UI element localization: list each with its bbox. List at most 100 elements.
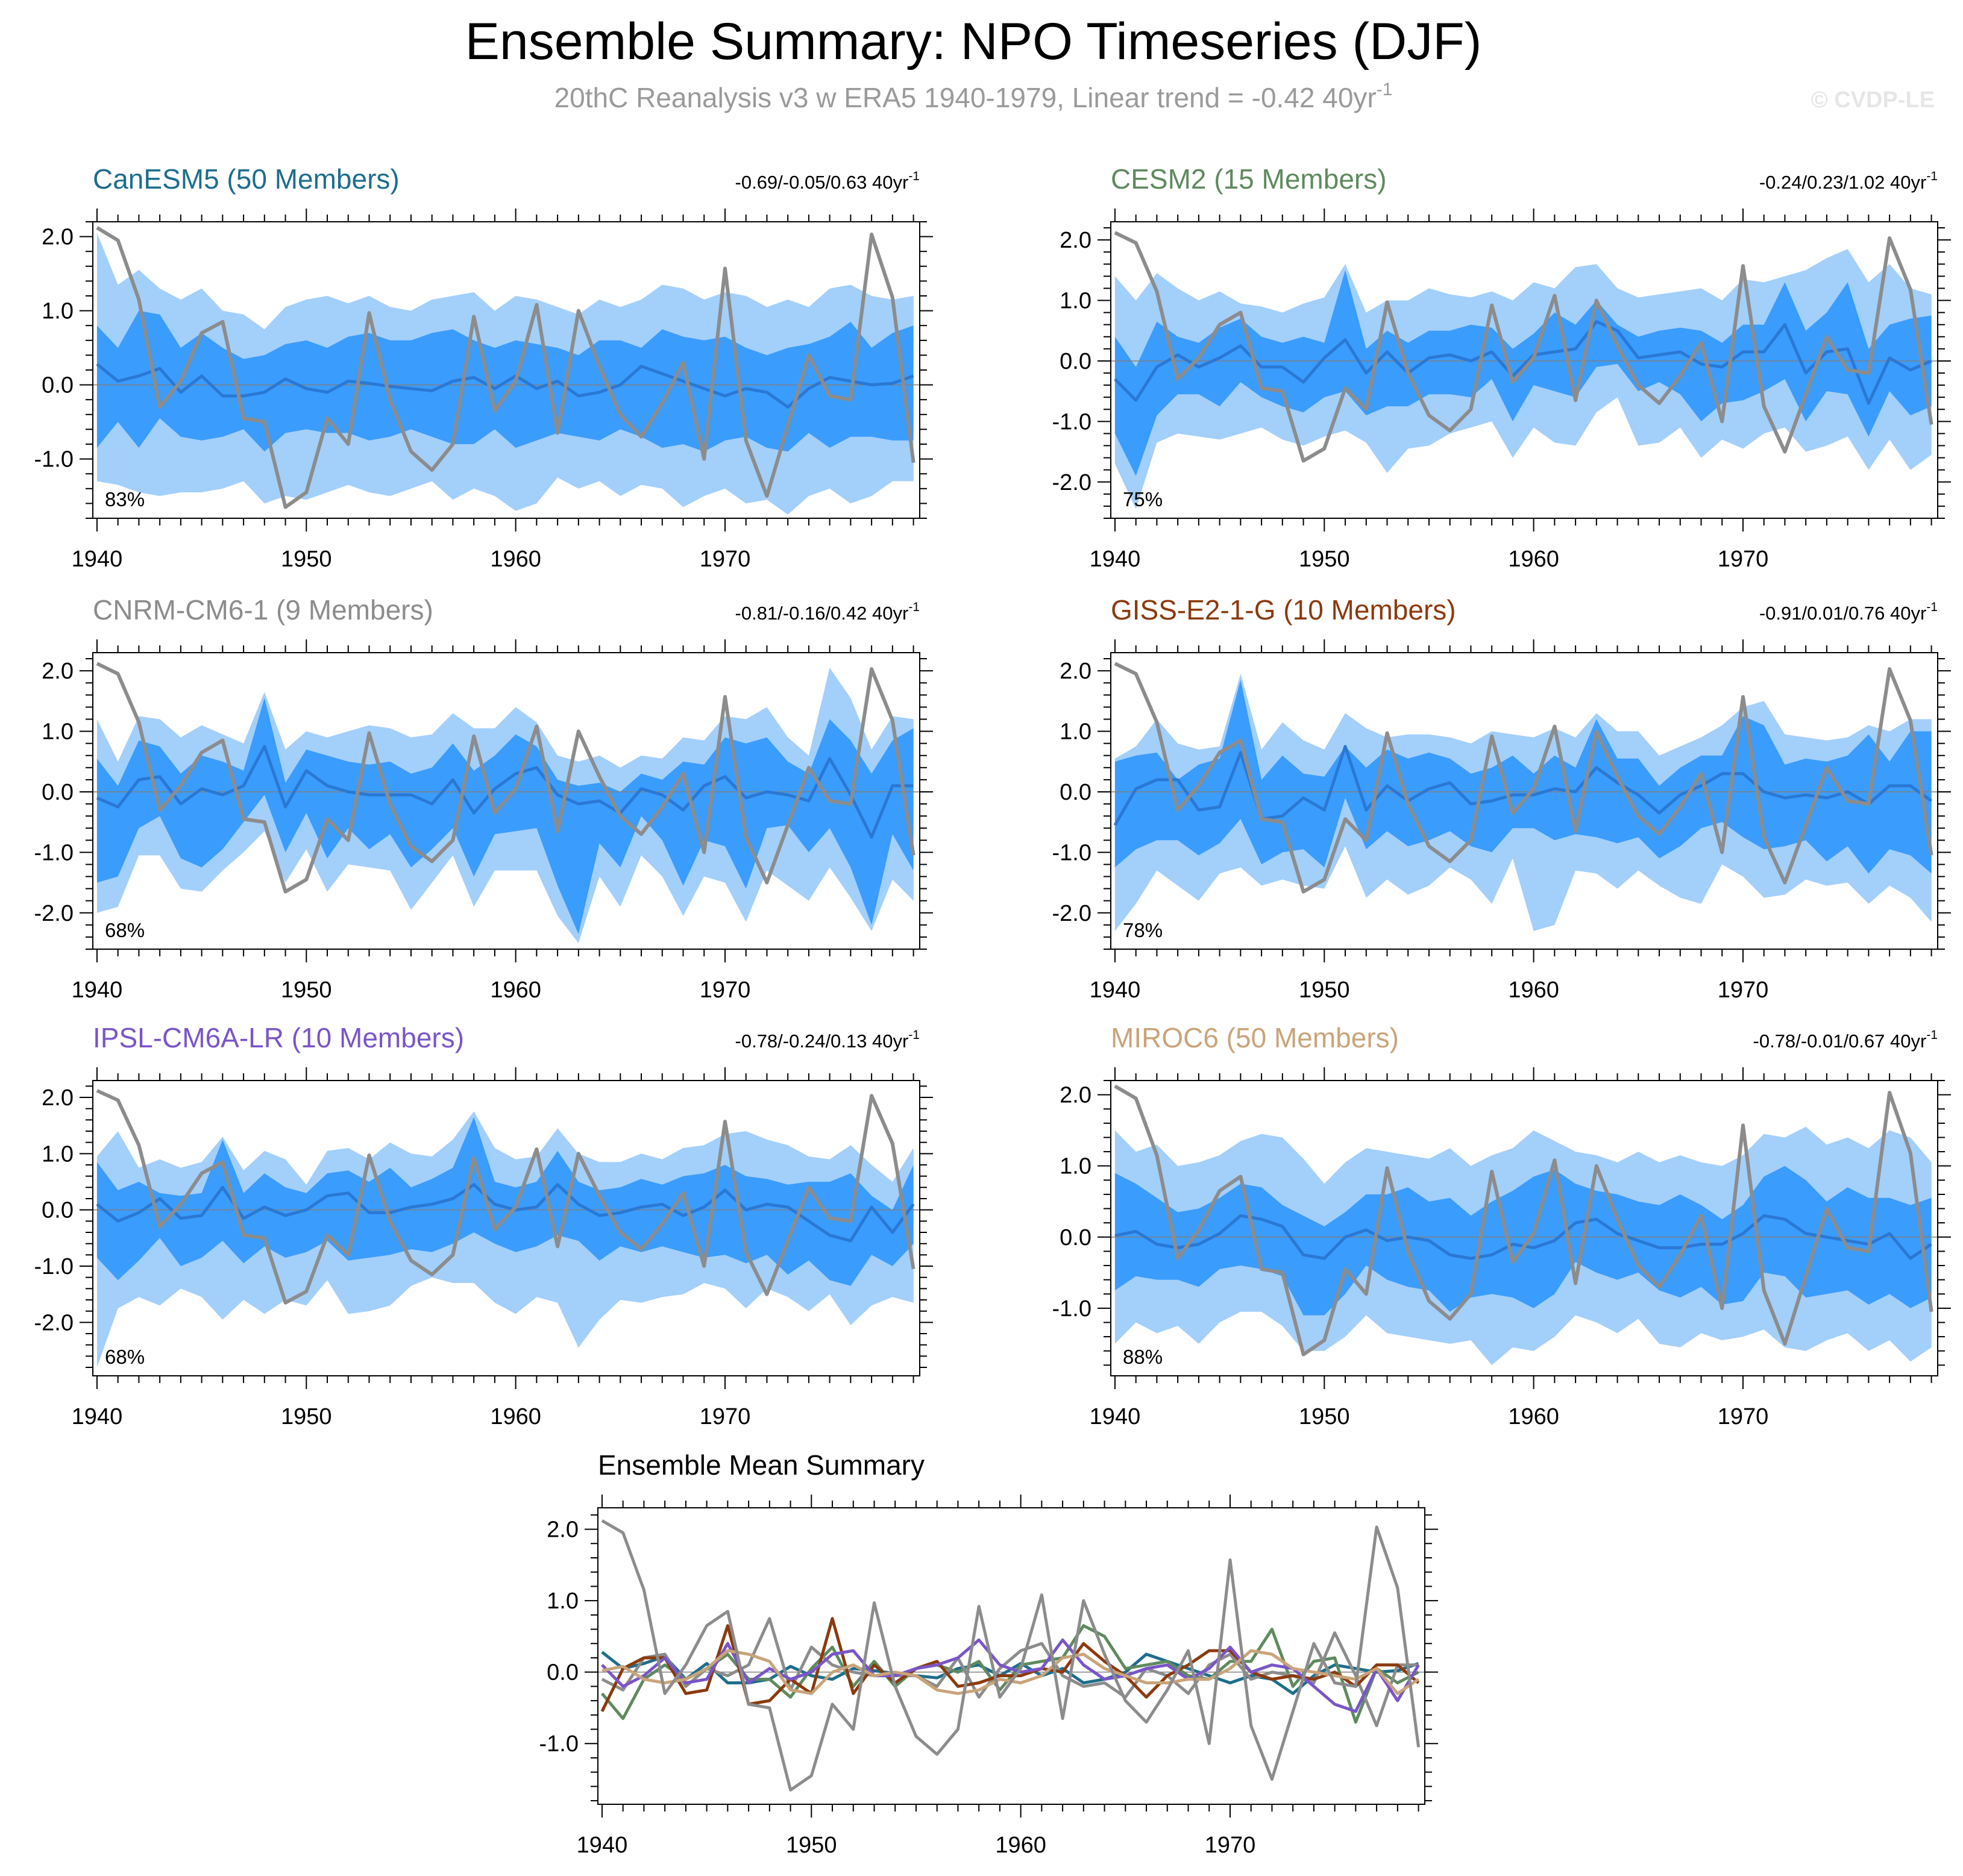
chart-canesm5: 1940 1950 1960 1970 -1.0 0.0 1.0 2.0 CanESM5 (50… bbox=[34, 163, 933, 572]
percent-label: 68% bbox=[105, 1346, 145, 1368]
page-subtitle: 20thC Reanalysis v3 w ERA5 1940-1979, Li… bbox=[554, 80, 1393, 113]
x-tick-label: 1940 bbox=[72, 1404, 123, 1429]
plot-area bbox=[93, 226, 920, 515]
trend-annotation: -0.81/-0.16/0.42 40yr-1 bbox=[735, 600, 920, 624]
x-tick-label: 1970 bbox=[700, 1404, 751, 1429]
observations-line bbox=[1114, 231, 1933, 463]
series-line-observations bbox=[601, 1519, 1421, 1792]
x-tick-label: 1960 bbox=[995, 1833, 1046, 1858]
x-tick-label: 1960 bbox=[490, 1404, 541, 1429]
panel-title: CESM2 (15 Members) bbox=[1111, 163, 1387, 195]
x-tick-label: 1970 bbox=[1718, 547, 1769, 572]
chart-cesm2: 1940 1950 1960 1970 -2.0 -1.0 0.0 1.0 2.0 CESM2 (… bbox=[1052, 163, 1951, 572]
x-tick-label: 1970 bbox=[1718, 1404, 1769, 1429]
trend-values: -0.81/-0.16/0.42 40yr bbox=[735, 603, 909, 624]
x-tick-label: 1950 bbox=[281, 547, 332, 572]
panel-title: IPSL-CM6A-LR (10 Members) bbox=[93, 1022, 464, 1053]
percent-label: 68% bbox=[105, 919, 145, 941]
trend-exponent: -1 bbox=[908, 600, 920, 614]
panel-title: GISS-E2-1-G (10 Members) bbox=[1111, 594, 1456, 626]
y-tick-label: 0.0 bbox=[42, 373, 74, 398]
y-tick-label: 0.0 bbox=[42, 780, 74, 805]
plot-area bbox=[93, 1089, 920, 1367]
x-tick-label: 1950 bbox=[1299, 547, 1350, 572]
y-tick-label: 1.0 bbox=[1060, 1154, 1091, 1179]
x-tick-label: 1940 bbox=[1090, 547, 1141, 572]
x-tick-label: 1940 bbox=[72, 977, 123, 1003]
trend-exponent: -1 bbox=[908, 1028, 920, 1042]
y-tick-label: -1.0 bbox=[34, 840, 74, 865]
trend-values: -0.78/-0.01/0.67 40yr bbox=[1753, 1031, 1927, 1052]
y-tick-label: 2.0 bbox=[42, 659, 74, 684]
chart-cnrm-cm6-1: 1940 1950 1960 1970 -2.0 -1.0 0.0 1.0 2.0 CNRM-CM… bbox=[34, 594, 933, 1003]
y-tick-label: 0.0 bbox=[42, 1198, 74, 1223]
page-title: Ensemble Summary: NPO Timeseries (DJF) bbox=[465, 13, 1482, 71]
panel-title: CNRM-CM6-1 (9 Members) bbox=[93, 594, 433, 626]
y-tick-label: 1.0 bbox=[547, 1589, 579, 1614]
y-tick-label: 1.0 bbox=[42, 1141, 74, 1167]
panel-title: Ensemble Mean Summary bbox=[598, 1449, 925, 1481]
plot-area bbox=[1111, 662, 1938, 931]
y-tick-label: -2.0 bbox=[34, 1310, 74, 1335]
percent-label: 78% bbox=[1123, 919, 1163, 941]
observations-line bbox=[96, 226, 916, 509]
y-tick-label: -2.0 bbox=[34, 901, 74, 926]
y-tick-label: 1.0 bbox=[1060, 289, 1091, 314]
panel-title: CanESM5 (50 Members) bbox=[93, 163, 400, 195]
y-tick-label: 0.0 bbox=[547, 1660, 579, 1686]
observations-line bbox=[96, 662, 916, 894]
y-tick-label: -1.0 bbox=[1052, 840, 1091, 865]
trend-annotation: -0.78/-0.01/0.67 40yr-1 bbox=[1753, 1028, 1938, 1052]
trend-values: -0.24/0.23/1.02 40yr bbox=[1759, 172, 1926, 193]
y-tick-label: -1.0 bbox=[34, 447, 74, 472]
y-tick-label: 0.0 bbox=[1060, 349, 1091, 374]
plot-area bbox=[1111, 1084, 1938, 1366]
y-tick-label: -2.0 bbox=[1052, 901, 1091, 926]
y-tick-label: -1.0 bbox=[539, 1731, 579, 1757]
y-tick-label: 1.0 bbox=[42, 299, 74, 324]
y-tick-label: 2.0 bbox=[42, 1085, 74, 1111]
y-tick-label: 1.0 bbox=[1060, 720, 1091, 745]
plot-area bbox=[1111, 231, 1938, 509]
y-tick-label: 2.0 bbox=[42, 225, 74, 250]
plot-frame bbox=[92, 652, 920, 950]
x-tick-label: 1940 bbox=[577, 1833, 628, 1858]
plot-frame bbox=[597, 1507, 1425, 1805]
inner-range-band bbox=[96, 1117, 914, 1286]
percent-label: 75% bbox=[1123, 488, 1163, 510]
x-tick-label: 1970 bbox=[700, 547, 751, 572]
y-tick-label: -1.0 bbox=[1052, 409, 1091, 434]
observations-line bbox=[96, 1089, 916, 1305]
plot-frame bbox=[1110, 652, 1938, 950]
x-tick-label: 1960 bbox=[490, 977, 541, 1003]
trend-values: -0.91/0.01/0.76 40yr bbox=[1759, 603, 1926, 624]
plot-frame bbox=[92, 1080, 920, 1376]
plot-area bbox=[598, 1519, 1425, 1792]
chart-miroc6: 1940 1950 1960 1970 -1.0 0.0 1.0 2.0 MIROC6 (50 … bbox=[1052, 1022, 1951, 1429]
y-tick-label: 0.0 bbox=[1060, 1225, 1091, 1250]
plot-frame bbox=[1110, 1080, 1938, 1376]
y-tick-label: 2.0 bbox=[1060, 1083, 1091, 1108]
inner-range-band bbox=[1114, 270, 1932, 476]
trend-annotation: -0.69/-0.05/0.63 40yr-1 bbox=[735, 169, 920, 193]
trend-annotation: -0.78/-0.24/0.13 40yr-1 bbox=[735, 1028, 920, 1052]
trend-exponent: -1 bbox=[1926, 1028, 1938, 1042]
percent-label: 83% bbox=[105, 488, 145, 510]
chart-giss-e2-1-g: 1940 1950 1960 1970 -2.0 -1.0 0.0 1.0 2.0 GISS-E2… bbox=[1052, 594, 1951, 1003]
ensemble-mean-line bbox=[96, 363, 914, 409]
trend-exponent: -1 bbox=[1926, 600, 1938, 614]
trend-exponent: -1 bbox=[1926, 169, 1938, 183]
trend-exponent: -1 bbox=[908, 169, 920, 183]
x-tick-label: 1940 bbox=[1090, 977, 1141, 1003]
observations-line bbox=[1114, 662, 1933, 894]
x-tick-label: 1960 bbox=[1508, 1404, 1559, 1429]
subtitle-text: 20thC Reanalysis v3 w ERA5 1940-1979, Li… bbox=[554, 82, 1377, 113]
x-tick-label: 1960 bbox=[1508, 547, 1559, 572]
y-tick-label: 2.0 bbox=[1060, 228, 1091, 253]
x-tick-label: 1950 bbox=[786, 1833, 837, 1858]
y-tick-label: 2.0 bbox=[547, 1517, 579, 1543]
x-tick-label: 1970 bbox=[700, 977, 751, 1003]
x-tick-label: 1950 bbox=[1299, 1404, 1350, 1429]
trend-annotation: -0.91/0.01/0.76 40yr-1 bbox=[1759, 600, 1938, 624]
